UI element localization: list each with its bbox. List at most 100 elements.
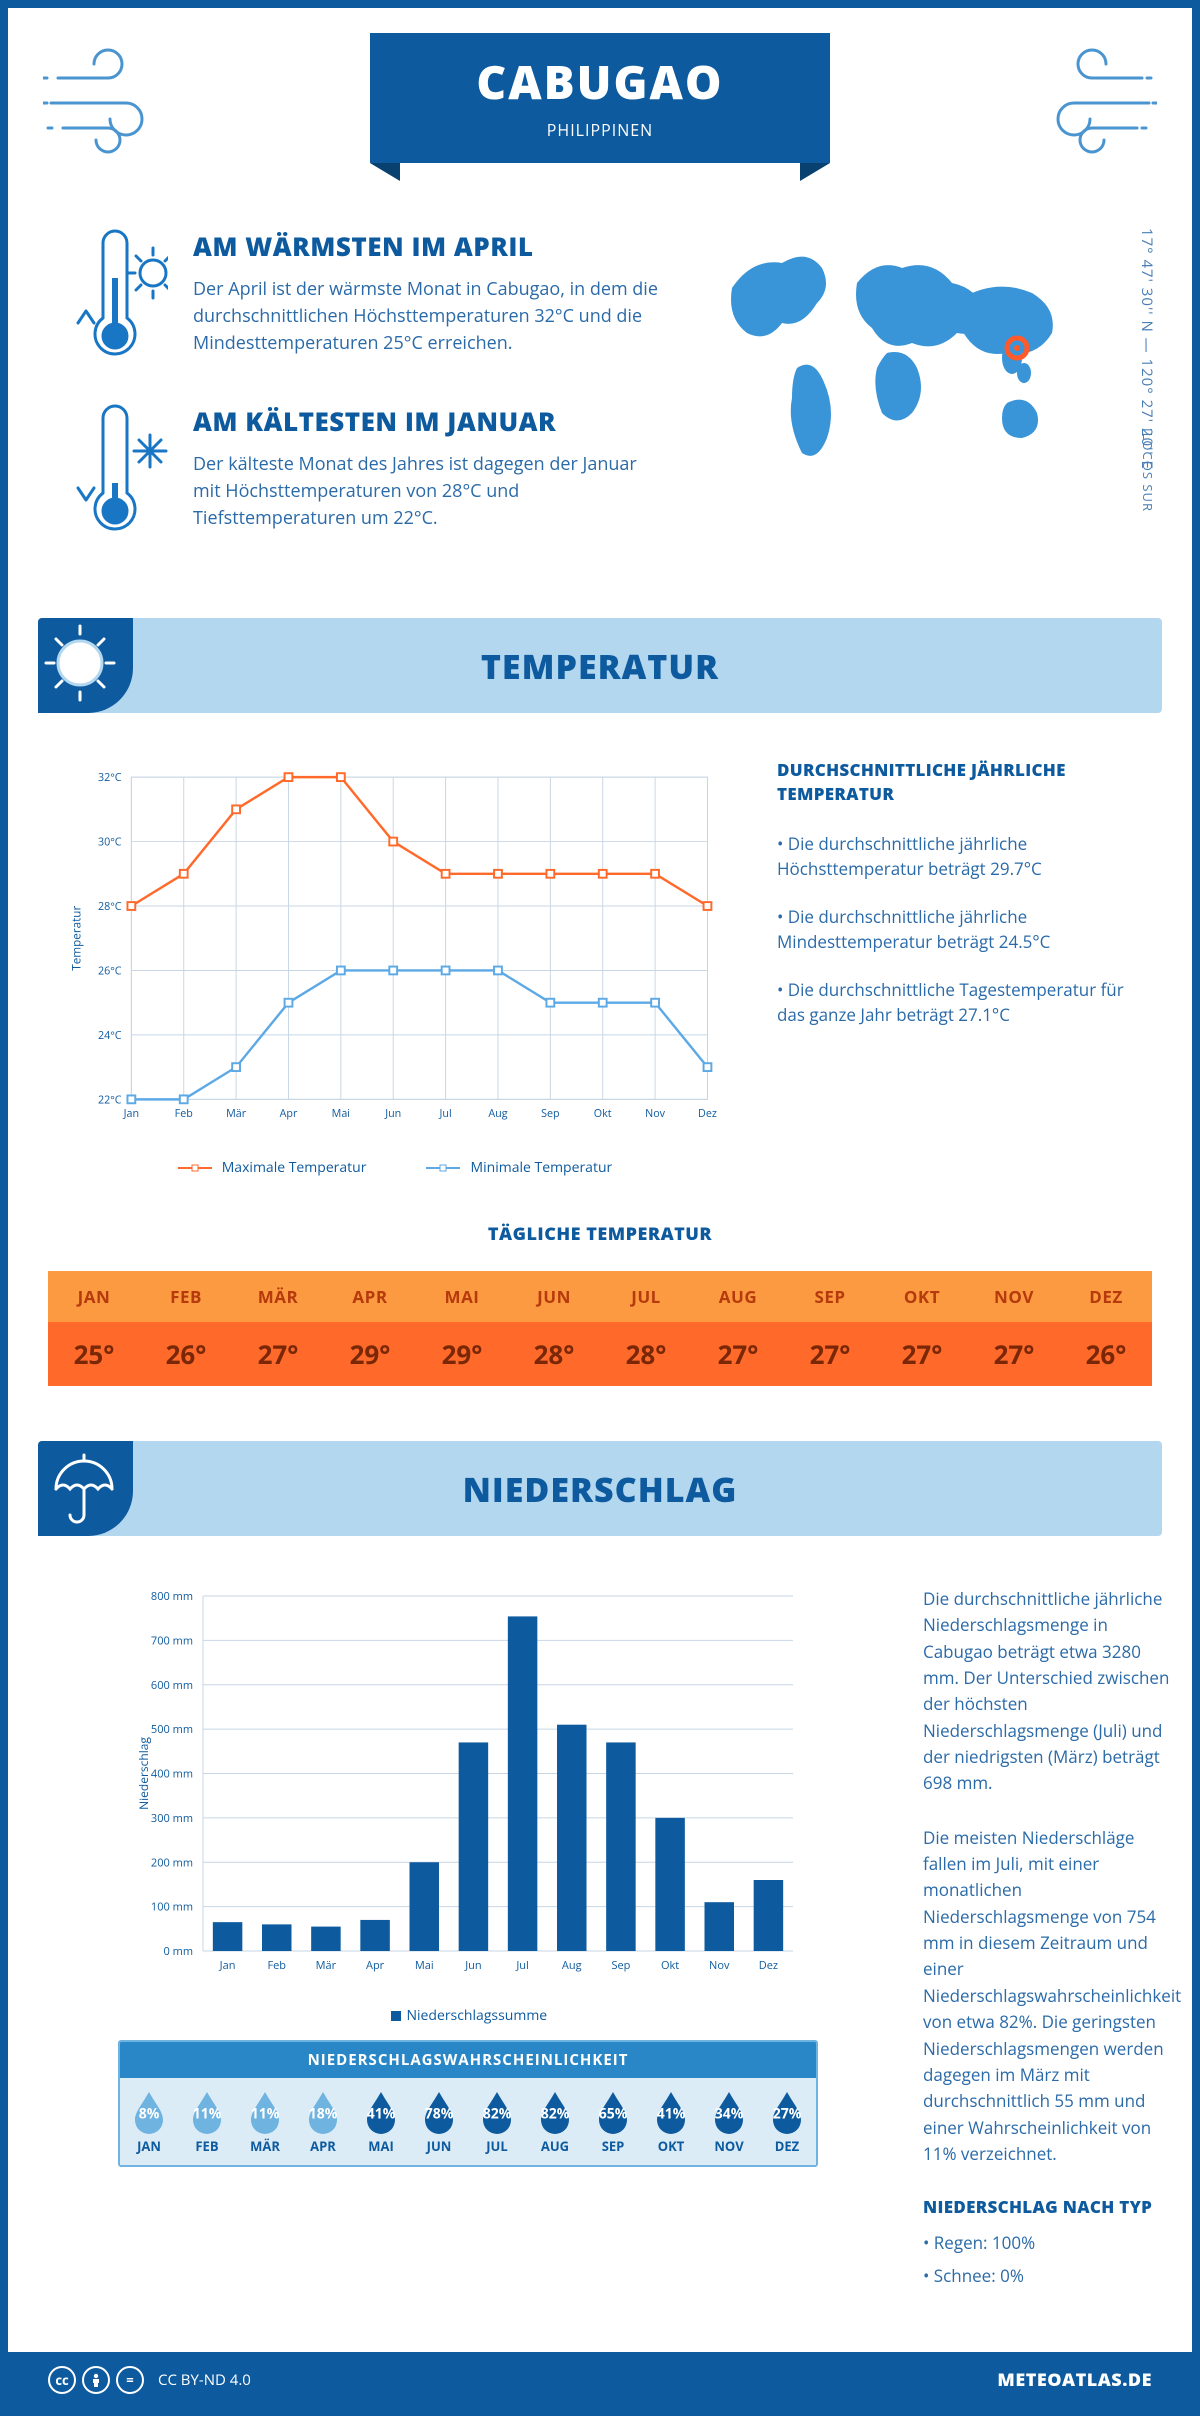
precip-section-header: NIEDERSCHLAG: [38, 1441, 1162, 1536]
precip-text-2: Die meisten Niederschläge fallen im Juli…: [923, 1825, 1181, 2167]
precip-legend: Niederschlagssumme: [63, 2006, 873, 2025]
daily-temp-value: 29°: [324, 1322, 416, 1386]
temp-fact-3: • Die durchschnittliche Tagestemperatur …: [777, 977, 1137, 1028]
svg-text:600 mm: 600 mm: [151, 1678, 193, 1693]
precip-type-1: • Regen: 100%: [923, 2230, 1181, 2256]
coldest-text: Der kälteste Monat des Jahres ist dagege…: [193, 451, 662, 532]
intro-section: AM WÄRMSTEN IM APRIL Der April ist der w…: [8, 208, 1192, 618]
svg-text:30°C: 30°C: [98, 835, 122, 849]
cc-icon: cc: [48, 2366, 76, 2394]
svg-text:800 mm: 800 mm: [151, 1589, 193, 1604]
raindrop-icon: 65%: [595, 2090, 631, 2134]
svg-text:Dez: Dez: [759, 1958, 778, 1973]
thermometer-hot-icon: [58, 228, 168, 368]
raindrop-icon: 82%: [479, 2090, 515, 2134]
site-name: METEOATLAS.DE: [997, 2368, 1152, 2392]
daily-temp-value: 28°: [600, 1322, 692, 1386]
footer: cc = CC BY-ND 4.0 METEOATLAS.DE: [8, 2352, 1192, 2408]
daily-temp-value: 25°: [48, 1322, 140, 1386]
svg-text:Nov: Nov: [645, 1107, 666, 1121]
precip-legend-label: Niederschlagssumme: [406, 2006, 547, 2025]
sun-icon: [38, 618, 133, 713]
temperature-section-header: TEMPERATUR: [38, 618, 1162, 713]
thermometer-cold-icon: [58, 403, 168, 543]
title-banner: CABUGAO PHILIPPINEN: [370, 33, 830, 163]
svg-text:Mär: Mär: [226, 1107, 247, 1121]
precip-probability-box: NIEDERSCHLAGSWAHRSCHEINLICHKEIT 8%JAN11%…: [118, 2040, 818, 2167]
coldest-title: AM KÄLTESTEN IM JANUAR: [193, 403, 662, 439]
city-name: CABUGAO: [370, 51, 830, 113]
svg-text:Dez: Dez: [698, 1107, 717, 1121]
precip-text-1: Die durchschnittliche jährliche Niedersc…: [923, 1586, 1181, 1797]
temperature-title: TEMPERATUR: [481, 643, 719, 689]
svg-text:0 mm: 0 mm: [163, 1944, 193, 1959]
daily-temp-month: JUN: [508, 1271, 600, 1322]
raindrop-icon: 78%: [421, 2090, 457, 2134]
svg-text:22°C: 22°C: [98, 1093, 122, 1107]
daily-temp-month: MAI: [416, 1271, 508, 1322]
daily-temp-month: JAN: [48, 1271, 140, 1322]
precip-type-title: NIEDERSCHLAG NACH TYP: [923, 2195, 1181, 2218]
country-name: PHILIPPINEN: [370, 119, 830, 141]
precip-title: NIEDERSCHLAG: [463, 1466, 738, 1512]
daily-temp-value: 27°: [968, 1322, 1060, 1386]
daily-temp-month: SEP: [784, 1271, 876, 1322]
daily-temp-table: JANFEBMÄRAPRMAIJUNJULAUGSEPOKTNOVDEZ25°2…: [48, 1271, 1152, 1386]
svg-text:Jul: Jul: [439, 1107, 452, 1121]
svg-text:Okt: Okt: [661, 1958, 679, 1973]
license-text: CC BY-ND 4.0: [158, 2370, 251, 2390]
umbrella-icon: [38, 1441, 133, 1536]
svg-text:100 mm: 100 mm: [151, 1900, 193, 1915]
precip-prob-cell: 78%JUN: [410, 2078, 468, 2165]
daily-temp-value: 26°: [140, 1322, 232, 1386]
svg-text:700 mm: 700 mm: [151, 1633, 193, 1648]
svg-text:Jul: Jul: [515, 1958, 528, 1973]
svg-text:Mär: Mär: [316, 1958, 337, 1973]
raindrop-icon: 41%: [653, 2090, 689, 2134]
svg-text:Mai: Mai: [415, 1958, 434, 1973]
daily-temp-month: OKT: [876, 1271, 968, 1322]
raindrop-icon: 41%: [363, 2090, 399, 2134]
precip-prob-cell: 82%JUL: [468, 2078, 526, 2165]
daily-temp-month: MÄR: [232, 1271, 324, 1322]
daily-temp-value: 27°: [784, 1322, 876, 1386]
svg-text:28°C: 28°C: [98, 900, 122, 914]
daily-temp-month: JUL: [600, 1271, 692, 1322]
daily-temp-value: 26°: [1060, 1322, 1152, 1386]
cc-icons: cc =: [48, 2366, 144, 2394]
header: CABUGAO PHILIPPINEN: [8, 8, 1192, 208]
temperature-facts: DURCHSCHNITTLICHE JÄHRLICHE TEMPERATUR •…: [777, 758, 1137, 1177]
svg-text:Aug: Aug: [488, 1107, 507, 1121]
raindrop-icon: 18%: [305, 2090, 341, 2134]
svg-text:Okt: Okt: [594, 1107, 612, 1121]
temperature-legend: Maximale Temperatur Minimale Temperatur: [63, 1158, 727, 1177]
precip-prob-cell: 41%MAI: [352, 2078, 410, 2165]
svg-text:Jan: Jan: [219, 1958, 236, 1973]
warmest-title: AM WÄRMSTEN IM APRIL: [193, 228, 662, 264]
precip-chart: 0 mm100 mm200 mm300 mm400 mm500 mm600 mm…: [63, 1586, 873, 1986]
svg-text:Feb: Feb: [267, 1958, 286, 1973]
svg-text:Temperatur: Temperatur: [69, 906, 85, 971]
daily-temp-title: TÄGLICHE TEMPERATUR: [8, 1222, 1192, 1246]
raindrop-icon: 27%: [769, 2090, 805, 2134]
svg-text:Mai: Mai: [332, 1107, 350, 1121]
by-icon: [82, 2366, 110, 2394]
svg-text:32°C: 32°C: [98, 771, 122, 785]
daily-temp-month: FEB: [140, 1271, 232, 1322]
precip-prob-cell: 27%DEZ: [758, 2078, 816, 2165]
precip-prob-cell: 82%AUG: [526, 2078, 584, 2165]
legend-max-label: Maximale Temperatur: [222, 1158, 367, 1177]
daily-temp-month: AUG: [692, 1271, 784, 1322]
svg-text:Jan: Jan: [123, 1107, 139, 1121]
svg-text:400 mm: 400 mm: [151, 1767, 193, 1782]
daily-temp-month: APR: [324, 1271, 416, 1322]
legend-min-label: Minimale Temperatur: [470, 1158, 612, 1177]
svg-text:Sep: Sep: [541, 1107, 559, 1121]
precip-prob-cell: 18%APR: [294, 2078, 352, 2165]
daily-temp-value: 27°: [232, 1322, 324, 1386]
raindrop-icon: 82%: [537, 2090, 573, 2134]
svg-text:300 mm: 300 mm: [151, 1811, 193, 1826]
precip-facts: Die durchschnittliche jährliche Niedersc…: [923, 1586, 1181, 2317]
svg-text:Niederschlag: Niederschlag: [135, 1737, 152, 1810]
wind-icon-right: [1027, 48, 1157, 158]
